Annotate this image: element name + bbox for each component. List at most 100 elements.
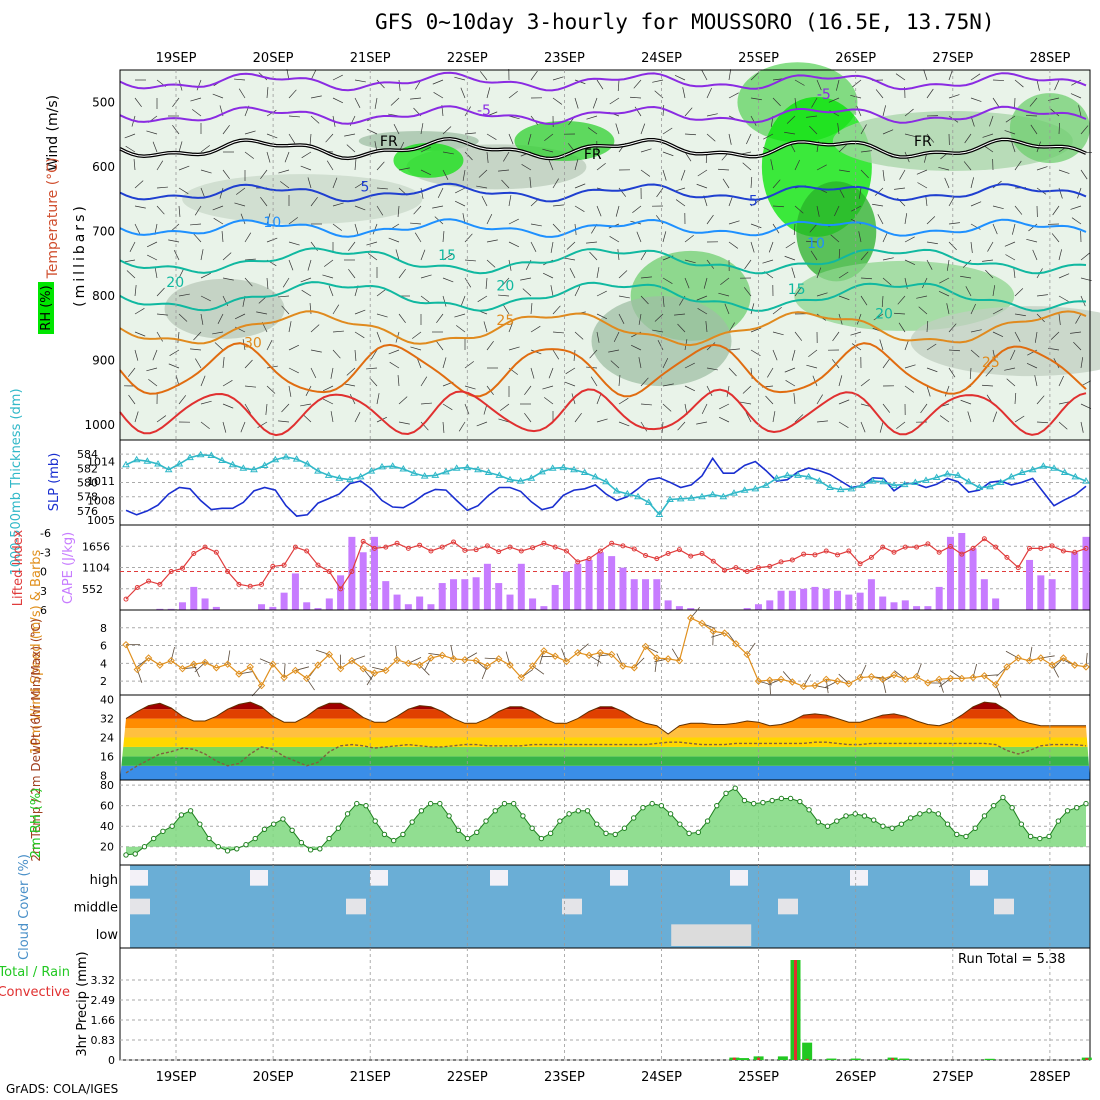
pressure-tick-label: 500	[92, 95, 115, 109]
cape-bar	[325, 598, 333, 610]
wind-barb	[838, 375, 843, 387]
wind-barb	[596, 79, 604, 90]
thickness-point	[730, 489, 738, 496]
rh-point	[723, 790, 729, 797]
wind-barb	[1013, 267, 1016, 279]
wind-barb	[1058, 273, 1070, 279]
wind-barb	[926, 367, 938, 373]
contour-label: 5	[749, 194, 758, 210]
wind-barb	[1080, 125, 1089, 135]
wind-barb	[794, 414, 804, 423]
cape-bar	[291, 573, 299, 610]
wind-barb	[706, 113, 718, 117]
rh-point	[935, 811, 942, 817]
wind-speed-point	[1003, 663, 1011, 671]
thickness-point	[911, 478, 920, 485]
wind-barb	[590, 376, 598, 387]
wind-barb	[1004, 367, 1016, 371]
wind-barb	[1078, 105, 1082, 117]
lifted-index-point	[191, 551, 197, 557]
wind-barb	[697, 308, 708, 315]
wind-barb	[193, 233, 202, 243]
wind-speed-point	[551, 652, 559, 660]
wind-barb	[640, 295, 649, 305]
wind-barb	[442, 253, 453, 261]
wind-barb	[134, 180, 144, 189]
wind-barb	[410, 222, 422, 225]
wind-speed-point	[607, 650, 616, 659]
cloud-gap	[970, 870, 988, 886]
wind-barb	[970, 223, 981, 230]
wind-barb	[573, 349, 576, 361]
temp-tick-label: 40	[100, 694, 114, 707]
wind-barb	[837, 123, 840, 135]
wind-tick-label: 6	[100, 640, 107, 653]
wind-barb	[1014, 331, 1021, 342]
wind-barb	[785, 241, 796, 249]
lifted-index-point	[812, 552, 818, 558]
wind-barb	[992, 97, 1000, 108]
wind-barb	[266, 87, 269, 99]
wind-barb	[772, 306, 782, 315]
wind-barb	[200, 145, 210, 153]
wind-axis-label: Wind (m/s)	[45, 95, 61, 171]
thickness-point	[186, 453, 194, 461]
date-label-bottom: 28SEP	[1029, 1070, 1070, 1085]
wind-barb	[1006, 378, 1016, 387]
wind-barb	[636, 231, 642, 243]
wind-barb	[366, 367, 378, 370]
temp-axis-label: 2m Temp / 2m DewPt (6hr Min/Max) (°C)	[29, 618, 43, 861]
rh-point	[760, 799, 766, 806]
wind-barb	[926, 321, 929, 333]
thickness-point	[410, 469, 418, 476]
thickness-point	[751, 484, 760, 492]
wind-barb	[234, 202, 246, 207]
contour-label: 10	[807, 236, 825, 252]
wind-barb	[508, 195, 512, 207]
wind-barb	[178, 165, 190, 171]
wind-barb	[923, 69, 928, 81]
wind-barb	[633, 79, 642, 89]
wind-barb	[410, 346, 422, 351]
wind-barb	[662, 127, 673, 135]
wind-barb	[574, 183, 586, 189]
wind-barb	[944, 177, 950, 189]
wind-barb	[1005, 254, 1016, 261]
wind-barb	[266, 133, 278, 139]
pressure-axis-label: (millibars)	[72, 203, 88, 307]
lifted-index-point	[428, 548, 434, 554]
wind-barb	[486, 151, 489, 163]
wind-barb	[948, 323, 957, 333]
wind-speed-point	[449, 655, 458, 663]
wind-barb	[156, 160, 164, 171]
contour-label: FR	[584, 147, 602, 163]
date-label-bottom: 26SEP	[835, 1070, 876, 1085]
wind-barb	[1004, 130, 1016, 135]
wind-speed-point	[596, 648, 605, 657]
wind-barb	[772, 179, 781, 189]
wind-barb	[432, 205, 444, 209]
wind-barb	[344, 383, 356, 387]
thickness-point	[932, 473, 941, 481]
rh-point	[658, 802, 665, 809]
thickness-point	[591, 472, 600, 480]
wind-barb	[156, 205, 165, 215]
cape-bar	[675, 606, 683, 610]
lifted-index-point	[259, 581, 265, 587]
cape-bar	[958, 533, 966, 610]
thickness-point	[708, 490, 717, 498]
wind-barb	[618, 375, 621, 387]
wind-barb	[503, 151, 510, 162]
wind-barb	[794, 331, 803, 341]
wind-barb	[904, 108, 914, 117]
cape-bar	[495, 583, 503, 610]
lifted-index-point	[225, 569, 231, 574]
wind-barb	[970, 73, 981, 81]
wind-barb	[212, 93, 224, 99]
thickness-point	[762, 481, 770, 488]
wind-speed-point	[562, 657, 571, 666]
rh-point	[1074, 805, 1080, 811]
wind-barb	[498, 294, 510, 297]
wind-barb	[310, 197, 318, 207]
temp-contour-5	[119, 182, 1087, 203]
